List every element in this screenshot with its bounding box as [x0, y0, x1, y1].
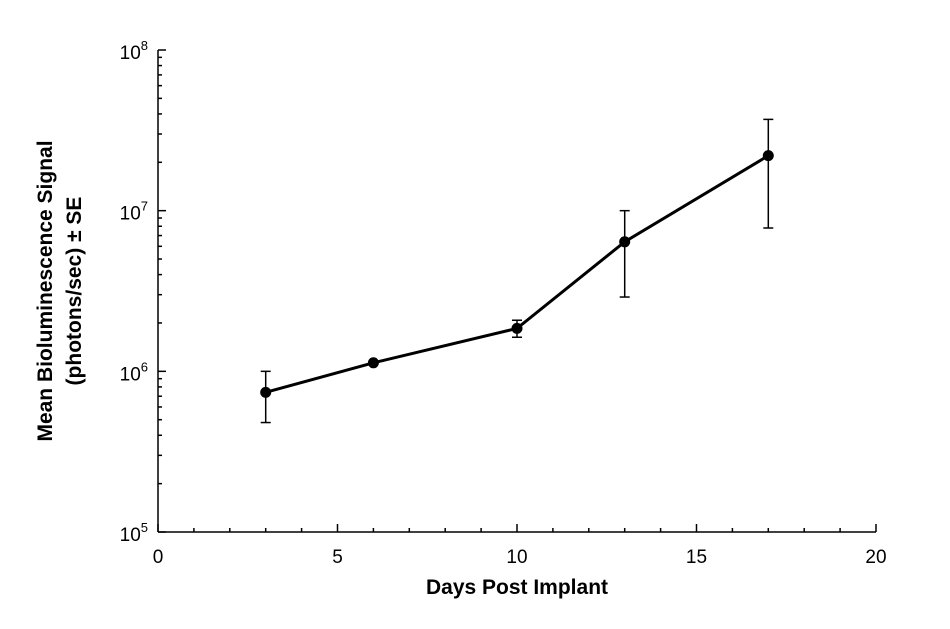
data-point [367, 357, 379, 369]
minor-ticks [158, 56, 841, 532]
y-tick-label: 107 [120, 199, 148, 225]
y-tick-base: 10 [120, 525, 141, 546]
data-point [260, 386, 272, 398]
x-tick-labels: 0 5 10 15 20 [153, 547, 887, 568]
series-line [265, 154, 770, 394]
x-tick-label: 0 [153, 547, 164, 568]
y-tick-base: 10 [120, 43, 141, 64]
data-point [762, 150, 774, 162]
y-tick-base: 10 [120, 204, 141, 225]
error-bars [260, 118, 774, 424]
data-point [619, 236, 631, 248]
y-tick-exponent: 5 [141, 520, 148, 535]
y-tick-label: 106 [120, 359, 148, 385]
y-axis-title-line-1: Mean Bioluminescence Signal [34, 140, 57, 441]
x-tick-label: 5 [332, 547, 343, 568]
y-tick-exponent: 7 [141, 199, 148, 214]
data-point [511, 322, 523, 334]
x-axis-title: Days Post Implant [426, 576, 608, 599]
y-tick-exponent: 6 [141, 359, 148, 374]
y-tick-base: 10 [120, 364, 141, 385]
y-axis-title: Mean Bioluminescence Signal (photons/sec… [34, 140, 86, 441]
x-tick-label: 20 [865, 547, 886, 568]
x-tick-label: 15 [686, 547, 707, 568]
y-axis-title-line-2: (photons/sec) ± SE [63, 197, 86, 386]
x-tick-label: 10 [506, 547, 527, 568]
y-tick-exponent: 8 [141, 38, 148, 53]
y-tick-label: 108 [120, 38, 148, 64]
y-tick-label: 105 [120, 520, 148, 546]
data-points [260, 150, 774, 398]
